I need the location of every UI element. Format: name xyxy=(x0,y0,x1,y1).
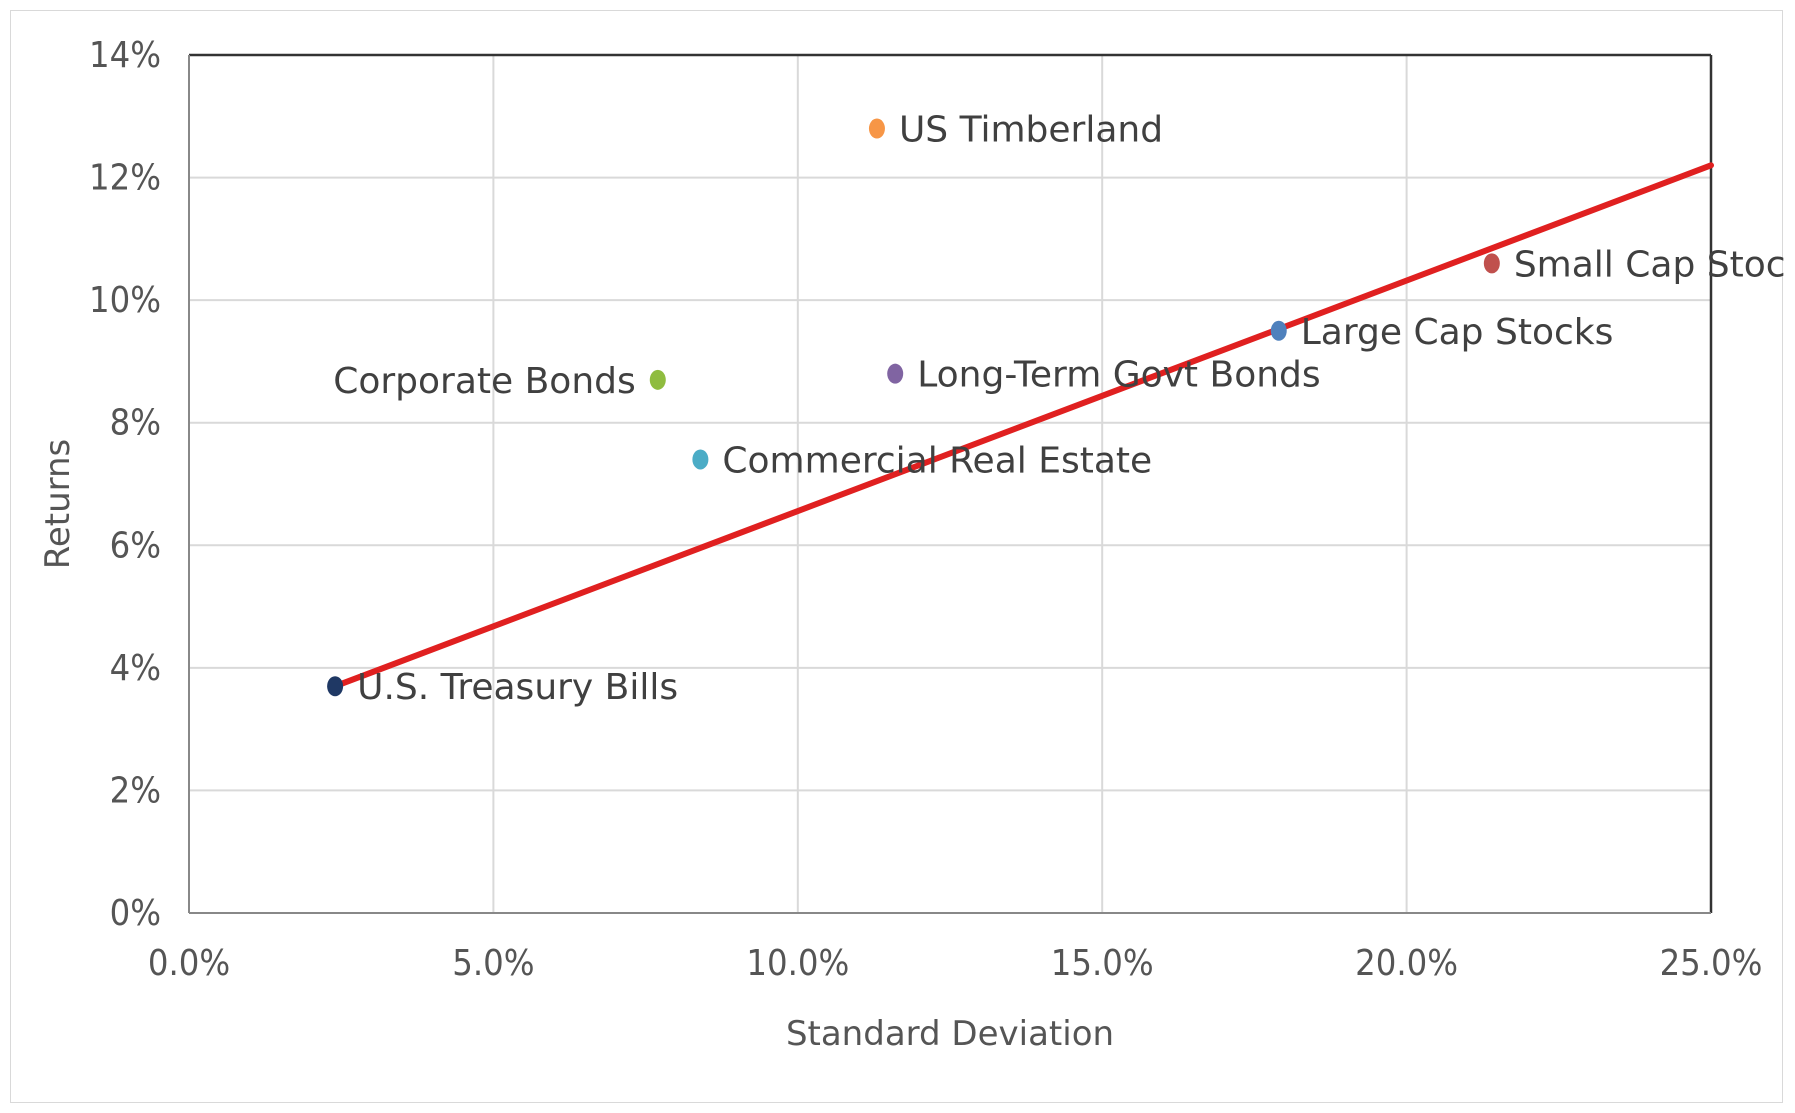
y-axis-title: Returns xyxy=(38,439,78,570)
plot-area-border xyxy=(188,53,1713,914)
point-label-commercial-real-estate: Commercial Real Estate xyxy=(722,440,1152,481)
data-points: U.S. Treasury Bills Corporate Bonds Commer… xyxy=(327,110,1784,708)
point-label-small-cap-stocks: Small Cap Stocks xyxy=(1514,244,1784,285)
y-tick-label: 6% xyxy=(110,525,161,566)
y-tick-label: 8% xyxy=(110,403,161,444)
point-label-long-term-govt-bonds: Long-Term Govt Bonds xyxy=(917,355,1320,396)
x-axis-title: Standard Deviation xyxy=(786,1014,1114,1054)
y-tick-label: 2% xyxy=(110,770,161,811)
x-tick-label: 5.0% xyxy=(452,943,534,984)
point-label-large-cap-stocks: Large Cap Stocks xyxy=(1301,312,1614,353)
point-us-timberland xyxy=(868,118,885,139)
point-corporate-bonds xyxy=(649,369,666,390)
scatter-chart: U.S. Treasury Bills Corporate Bonds Commer… xyxy=(38,35,1784,1054)
point-small-cap-stocks xyxy=(1483,253,1500,274)
y-tick-label: 12% xyxy=(89,158,161,199)
x-tick-label: 0.0% xyxy=(148,943,230,984)
grid xyxy=(189,55,1711,913)
point-long-term-govt-bonds xyxy=(887,363,904,384)
x-tick-label: 10.0% xyxy=(746,943,849,984)
point-commercial-real-estate xyxy=(692,449,709,470)
y-tick-label: 10% xyxy=(89,280,161,321)
y-tick-label: 4% xyxy=(110,648,161,689)
trendline xyxy=(332,162,1714,690)
tick-labels: 0.0% 5.0% 10.0% 15.0% 20.0% 25.0% 0% 2% 4% 6% 8% 10… xyxy=(89,35,1762,984)
x-tick-label: 25.0% xyxy=(1660,943,1763,984)
point-label-corporate-bonds: Corporate Bonds xyxy=(333,361,636,402)
point-label-us-timberland: US Timberland xyxy=(899,110,1163,151)
y-tick-label: 14% xyxy=(89,35,161,76)
point-large-cap-stocks xyxy=(1270,320,1287,341)
trendline-line xyxy=(332,162,1714,690)
point-label-u-s-treasury-bills: U.S. Treasury Bills xyxy=(357,667,678,708)
point-u-s-treasury-bills xyxy=(327,676,344,697)
chart-frame: U.S. Treasury Bills Corporate Bonds Commer… xyxy=(10,10,1784,1103)
x-tick-label: 20.0% xyxy=(1355,943,1458,984)
y-tick-label: 0% xyxy=(110,893,161,934)
x-tick-label: 15.0% xyxy=(1051,943,1154,984)
